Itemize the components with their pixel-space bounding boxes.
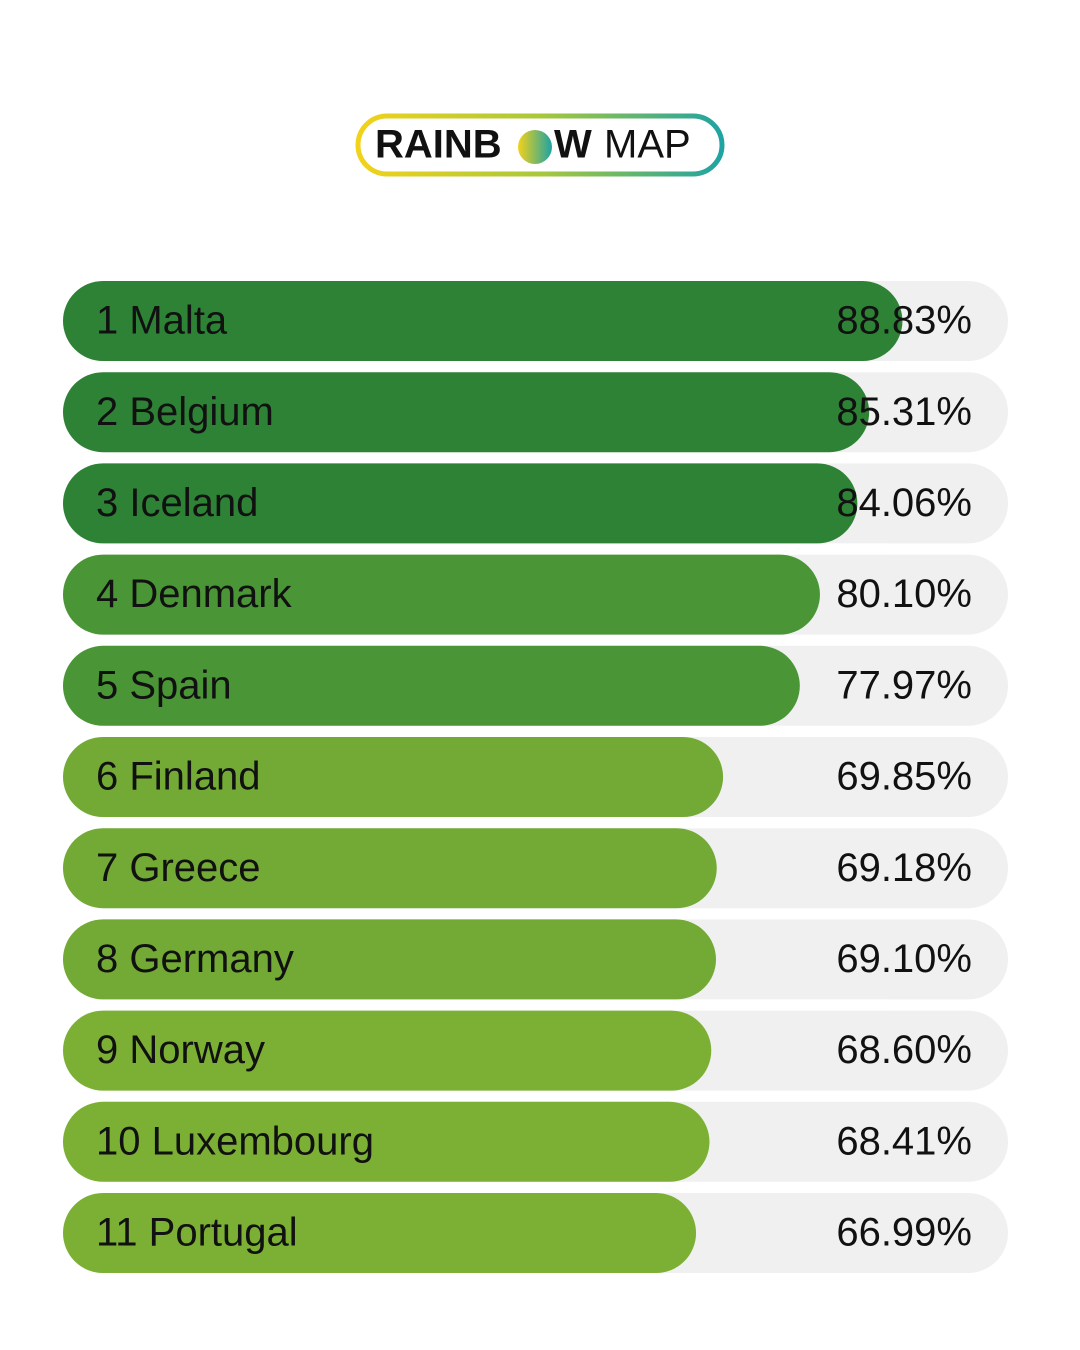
logo-circle — [518, 130, 552, 164]
value-label: 66.99% — [836, 1211, 972, 1255]
category-label: 7 Greece — [96, 846, 261, 890]
category-label: 8 Germany — [96, 937, 294, 981]
value-label: 85.31% — [836, 390, 972, 434]
bar — [63, 1101, 710, 1182]
category-label: 5 Spain — [96, 663, 232, 707]
bar — [63, 919, 716, 1000]
value-label: 77.97% — [836, 663, 972, 707]
value-label: 69.85% — [836, 755, 972, 799]
logo: RAINB W MAP — [355, 113, 725, 177]
value-label: 88.83% — [836, 299, 972, 343]
category-label: 11 Portugal — [96, 1211, 298, 1255]
value-label: 68.41% — [836, 1119, 972, 1163]
value-label: 80.10% — [836, 572, 972, 616]
value-label: 69.10% — [836, 937, 972, 981]
category-label: 4 Denmark — [96, 572, 293, 616]
category-label: 6 Finland — [96, 755, 261, 799]
bar — [63, 463, 858, 544]
value-label: 84.06% — [836, 481, 972, 525]
category-label: 1 Malta — [96, 299, 228, 343]
bar — [63, 645, 800, 726]
category-label: 10 Luxembourg — [96, 1119, 374, 1163]
category-label: 2 Belgium — [96, 390, 274, 434]
bar — [63, 281, 903, 361]
category-label: 3 Iceland — [96, 481, 258, 525]
bar — [63, 372, 870, 453]
value-label: 69.18% — [836, 846, 972, 890]
logo-text: RAINB — [375, 123, 502, 167]
logo-text: MAP — [604, 123, 691, 167]
bar — [63, 737, 724, 817]
bar — [63, 1010, 712, 1091]
bar — [63, 1193, 697, 1273]
logo-text: W — [554, 123, 592, 167]
bar — [63, 554, 820, 635]
bar — [63, 828, 717, 909]
value-label: 68.60% — [836, 1028, 972, 1072]
category-label: 9 Norway — [96, 1028, 265, 1072]
